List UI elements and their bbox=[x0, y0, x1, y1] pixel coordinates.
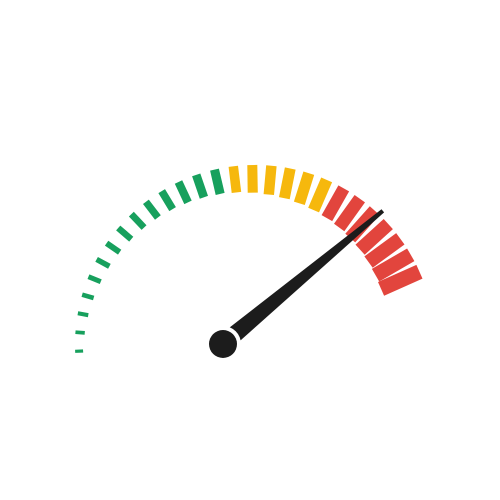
gauge-tick-green bbox=[128, 211, 147, 230]
gauge-tick-green bbox=[104, 240, 122, 255]
gauge-tick-green bbox=[75, 349, 84, 353]
gauge-tick-red bbox=[355, 219, 393, 255]
gauge-tick-green bbox=[87, 274, 102, 284]
gauge-tick-yellow bbox=[247, 164, 258, 193]
gauge-tick-yellow bbox=[293, 171, 315, 205]
gauge-tick-yellow bbox=[228, 165, 242, 193]
gauge-tick-green bbox=[143, 199, 161, 220]
gauge-tick-yellow bbox=[308, 177, 333, 213]
gauge-tick-green bbox=[192, 173, 208, 199]
gauge-needle bbox=[205, 209, 385, 362]
needle-pointer bbox=[217, 209, 385, 351]
gauge-tick-red bbox=[371, 248, 415, 282]
gauge-tick-red bbox=[334, 195, 365, 232]
gauge-tick-green bbox=[158, 189, 176, 212]
gauge-tick-red bbox=[378, 264, 423, 296]
gauge-tick-green bbox=[174, 180, 192, 205]
gauge-tick-yellow bbox=[263, 165, 277, 195]
gauge-tick-green bbox=[75, 330, 85, 335]
gauge-tick-green bbox=[95, 257, 111, 269]
gauge-tick-yellow bbox=[279, 167, 296, 200]
gauge-tick-green bbox=[81, 292, 95, 301]
gauge-tick-green bbox=[77, 311, 89, 318]
needle-hub bbox=[209, 330, 237, 358]
gauge-tick-green bbox=[210, 168, 225, 195]
gauge-tick-red bbox=[321, 185, 350, 222]
gauge-tick-red bbox=[364, 233, 405, 268]
gauge-tick-green bbox=[116, 225, 134, 242]
